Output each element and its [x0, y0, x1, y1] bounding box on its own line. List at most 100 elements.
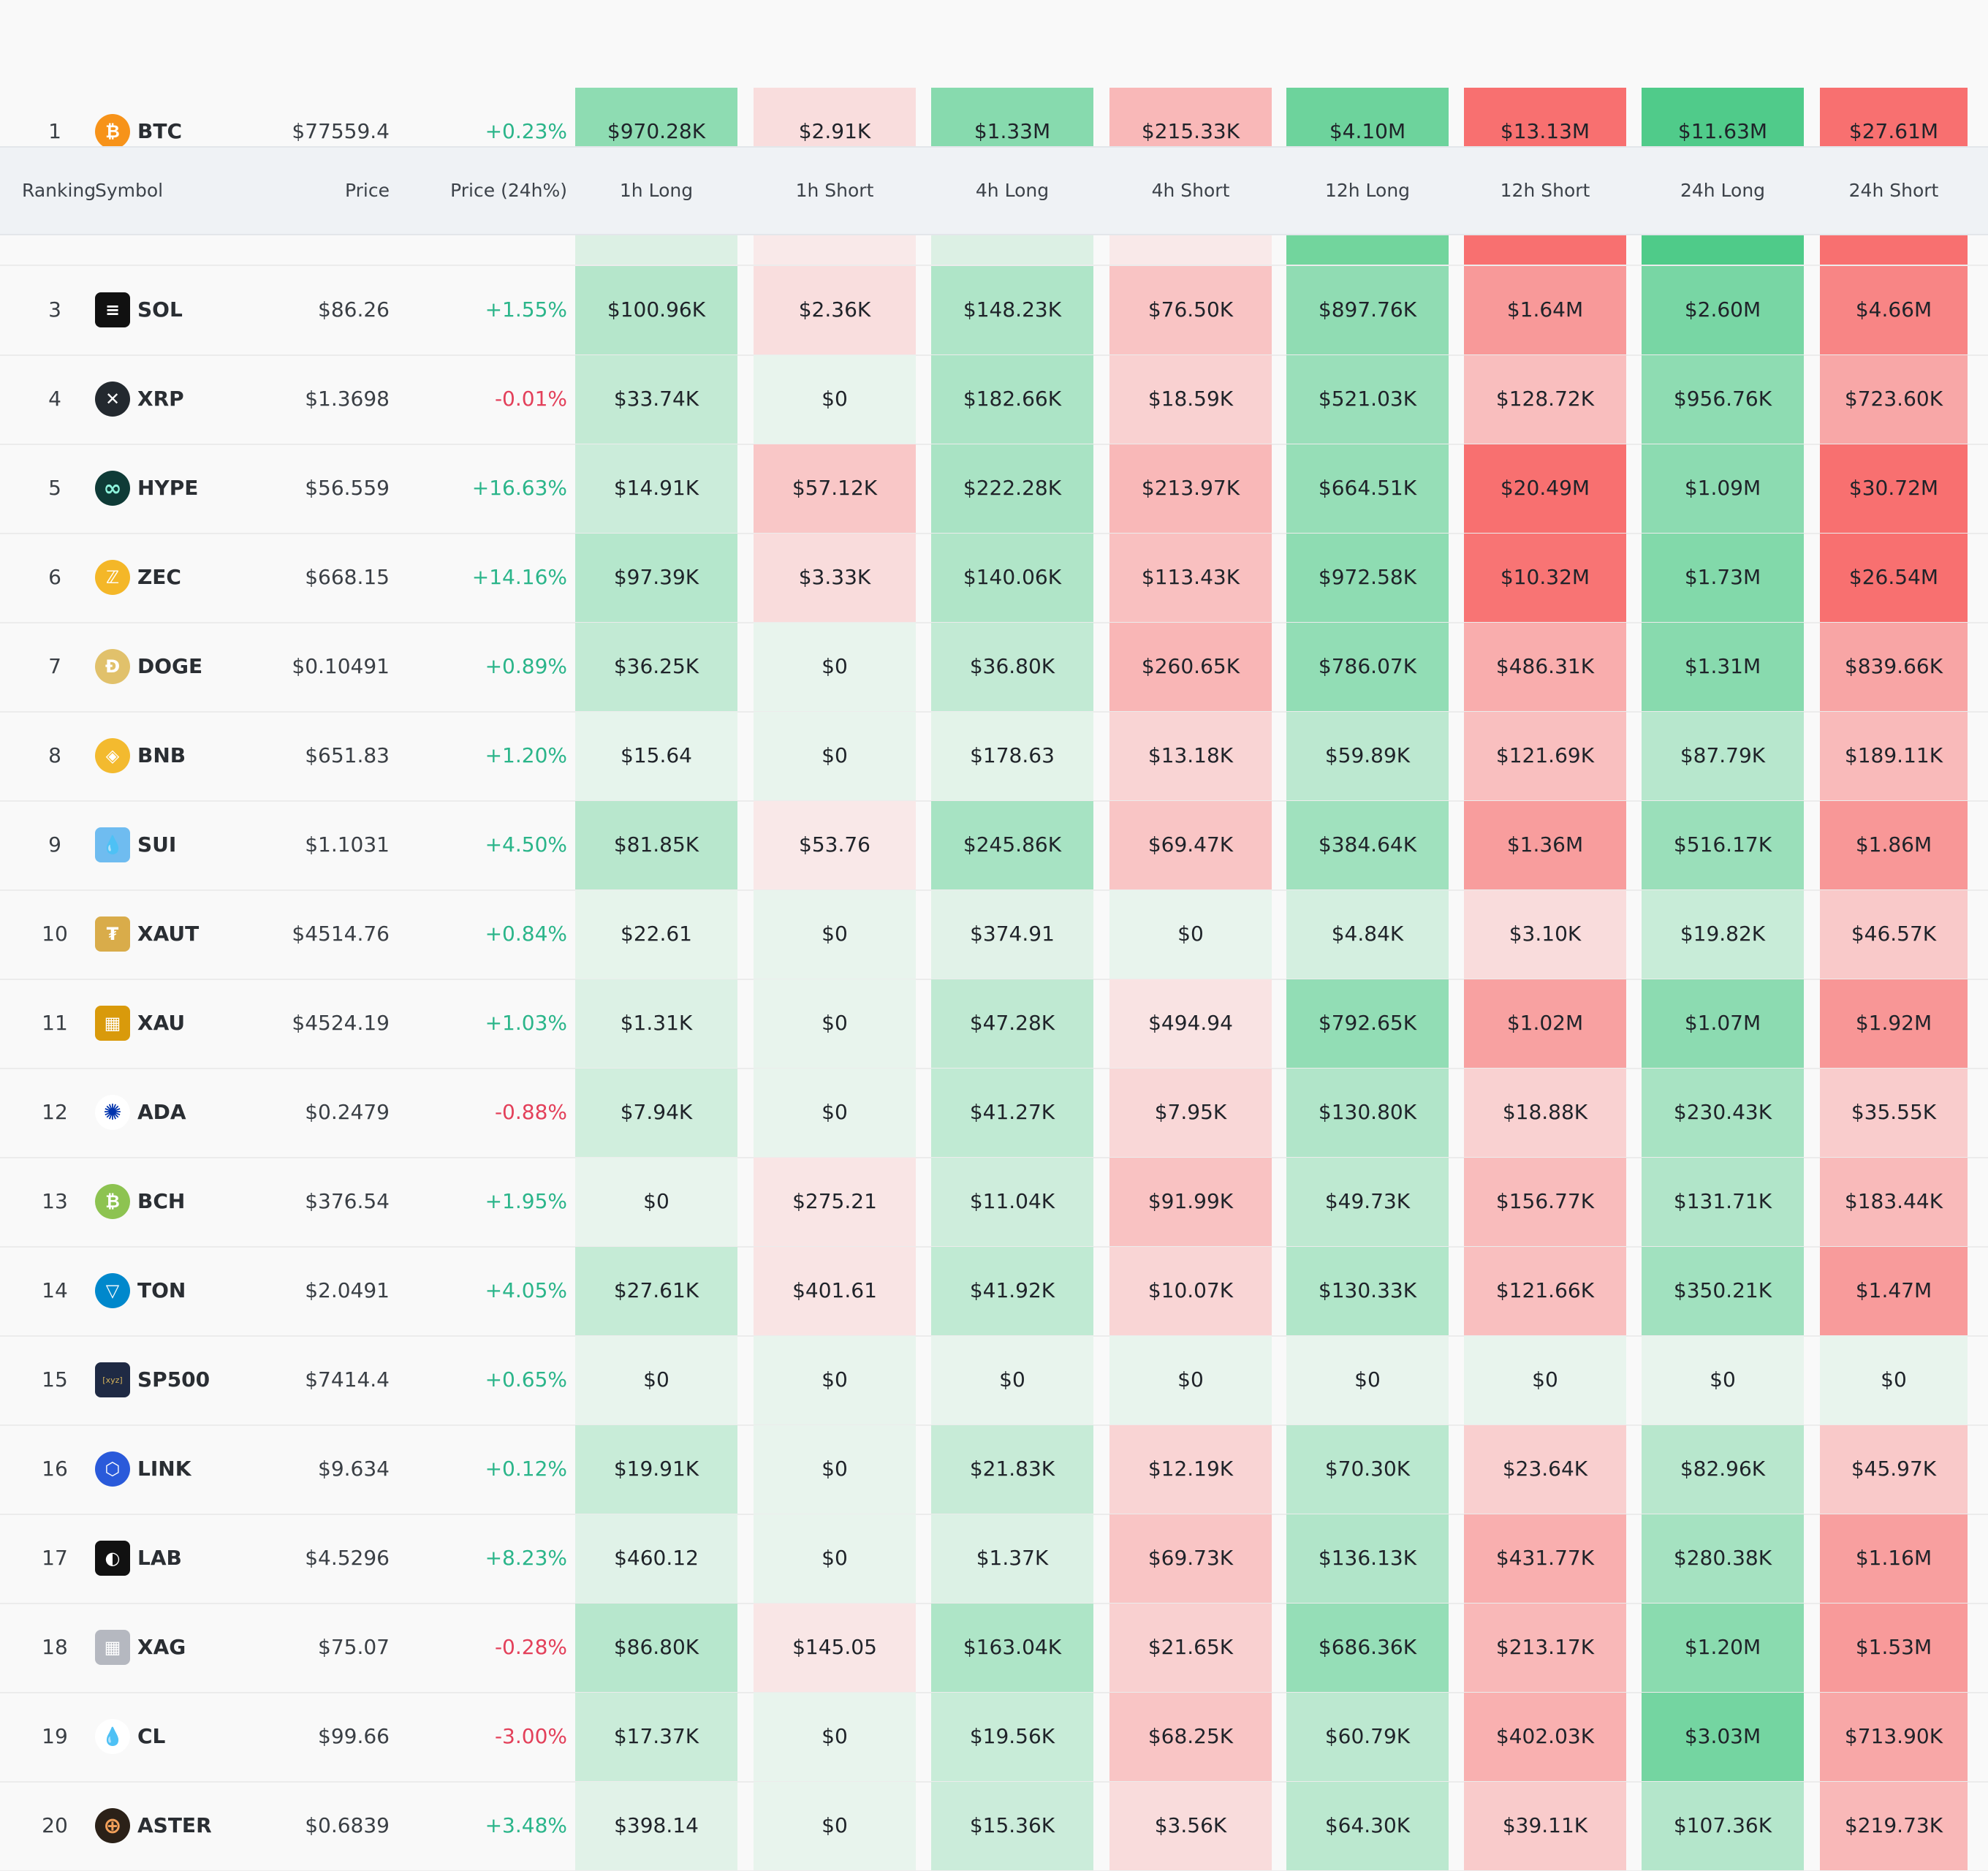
lab-icon: ◐: [95, 1541, 130, 1576]
table-row[interactable]: 6 ℤ ZEC $668.15 +14.16% $97.39K $3.33K $140.06K…: [0, 533, 1988, 622]
value-h4-long: $19.56K: [969, 1724, 1055, 1748]
header-4h-short[interactable]: 4h Short: [1151, 180, 1230, 201]
heat-cell-h4-short: [1109, 444, 1272, 533]
symbol-label: XRP: [137, 387, 184, 411]
rank-cell: 18: [42, 1635, 68, 1659]
heat-cell-h12-short: [1464, 1782, 1626, 1870]
table-row[interactable]: 9 💧 SUI $1.1031 +4.50% $81.85K $53.76 $245.86K $…: [0, 800, 1988, 889]
price-cell: $4524.19: [292, 1011, 390, 1035]
chainlink-icon: ⬡: [95, 1451, 130, 1487]
value-h12-long: $686.36K: [1318, 1635, 1417, 1659]
value-h24-short: $1.92M: [1855, 1011, 1932, 1035]
value-h1-short: $0: [822, 922, 848, 946]
value-h12-long: $384.64K: [1318, 832, 1417, 857]
price-cell: $86.26: [318, 297, 390, 322]
price-cell: $75.07: [318, 1635, 390, 1659]
table-row[interactable]: 4 ✕ XRP $1.3698 -0.01% $33.74K $0 $182.66K $18.5…: [0, 354, 1988, 444]
heat-cell-h12-short: [1464, 88, 1626, 146]
price-cell: $77559.4: [292, 119, 390, 143]
value-h1-long: $14.91K: [613, 476, 699, 500]
heat-cell-h1-long: [575, 266, 737, 354]
table-row[interactable]: 18 ▦ XAG $75.07 -0.28% $86.80K $145.05 $163.04K…: [0, 1603, 1988, 1692]
bitcoin-icon: ₿: [95, 114, 130, 149]
heat-cell-h4-short: [1109, 1158, 1272, 1246]
table-row[interactable]: 8 ◈ BNB $651.83 +1.20% $15.64 $0 $178.63 $13.18K…: [0, 711, 1988, 800]
heat-cell-h12-short: [1464, 801, 1626, 889]
heat-cell-h4-short: [1109, 1069, 1272, 1157]
price-change-cell: +1.55%: [485, 297, 567, 322]
dogecoin-icon: Ð: [95, 649, 130, 684]
rank-cell: 16: [42, 1457, 68, 1481]
heat-cell-h4-short: [1109, 1247, 1272, 1335]
heat-cell-h1-short: [754, 890, 916, 979]
header-price-change[interactable]: Price (24h%): [450, 180, 567, 201]
symbol-label: ASTER: [137, 1813, 212, 1837]
table-row[interactable]: 12 ✺ ADA $0.2479 -0.88% $7.94K $0 $41.27K $7.95K…: [0, 1068, 1988, 1157]
value-h24-long: $2.60M: [1684, 297, 1761, 322]
heat-cell-h24-short: [1820, 355, 1968, 444]
header-24h-short[interactable]: 24h Short: [1848, 180, 1939, 201]
header-1h-short[interactable]: 1h Short: [795, 180, 874, 201]
price-cell: $651.83: [305, 743, 390, 767]
value-h4-long: $163.04K: [963, 1635, 1062, 1659]
header-12h-long[interactable]: 12h Long: [1324, 180, 1411, 201]
heat-cell-h24-short: [1820, 979, 1968, 1068]
heat-cell-h4-short: [1109, 266, 1272, 354]
value-h1-short: $0: [822, 654, 848, 678]
table-row[interactable]: 15 [xyz] SP500 $7414.4 +0.65% $0 $0 $0 $0 $0 $0 $0 $…: [0, 1335, 1988, 1424]
symbol-label: ADA: [137, 1100, 186, 1124]
table-row[interactable]: 5 ∞ HYPE $56.559 +16.63% $14.91K $57.12K $222.2…: [0, 444, 1988, 533]
table-row[interactable]: 3 ≡ SOL $86.26 +1.55% $100.96K $2.36K $148.23K $…: [0, 265, 1988, 354]
value-h12-long: $792.65K: [1318, 1011, 1417, 1035]
value-h12-short: $1.36M: [1506, 832, 1584, 857]
heat-cell-h1-long: [575, 1336, 737, 1424]
rank-cell: 13: [42, 1189, 68, 1213]
heat-cell-h1-long: [575, 1514, 737, 1603]
heat-cell-h1-long: [575, 890, 737, 979]
heat-cell-h4-short: [1109, 1425, 1272, 1514]
value-h1-short: $0: [822, 1724, 848, 1748]
value-h24-long: $19.82K: [1680, 922, 1766, 946]
value-h1-short: $0: [822, 1367, 848, 1392]
header-1h-long[interactable]: 1h Long: [619, 180, 694, 201]
value-h12-long: $64.30K: [1324, 1813, 1411, 1837]
heat-cell-h24-short: [1820, 1247, 1968, 1335]
table-row[interactable]: 7 Ð DOGE $0.10491 +0.89% $36.25K $0 $36.80K $260…: [0, 622, 1988, 711]
heat-cell-h4-short: [1109, 1693, 1272, 1781]
header-12h-short[interactable]: 12h Short: [1500, 180, 1590, 201]
value-h24-long: $1.09M: [1684, 476, 1761, 500]
symbol-label: ZEC: [137, 565, 181, 589]
value-h12-short: $486.31K: [1495, 654, 1595, 678]
heat-cell-h24-long: [1642, 890, 1804, 979]
heat-cell-h12-short: [1464, 712, 1626, 800]
header-4h-long[interactable]: 4h Long: [975, 180, 1050, 201]
heat-cell-h4-short: [1109, 712, 1272, 800]
heat-cell-h12-long: [1286, 534, 1449, 622]
header-symbol[interactable]: Symbol: [95, 180, 164, 201]
heat-cell-h4-short: [1109, 890, 1272, 979]
value-h1-short: $0: [822, 1100, 848, 1124]
header-ranking[interactable]: Ranking: [22, 180, 96, 201]
table-row[interactable]: 14 ▽ TON $2.0491 +4.05% $27.61K $401.61 $41.92K…: [0, 1246, 1988, 1335]
table-row[interactable]: 16 ⬡ LINK $9.634 +0.12% $19.91K $0 $21.83K $12.1…: [0, 1424, 1988, 1514]
heat-cell-h24-long: [1642, 712, 1804, 800]
table-row[interactable]: 19 💧 CL $99.66 -3.00% $17.37K $0 $19.56K $68.25K…: [0, 1692, 1988, 1781]
price-cell: $7414.4: [305, 1367, 390, 1392]
header-24h-long[interactable]: 24h Long: [1680, 180, 1766, 201]
tether-gold-icon: ₮: [95, 916, 130, 952]
table-row[interactable]: 17 ◐ LAB $4.5296 +8.23% $460.12 $0 $1.37K $69.73…: [0, 1514, 1988, 1603]
value-h4-long: $245.86K: [963, 832, 1062, 857]
value-h1-short: $0: [822, 1813, 848, 1837]
heat-cell-h4-long: [931, 266, 1093, 354]
value-h1-short: $2.36K: [798, 297, 871, 322]
sui-icon: 💧: [95, 827, 130, 862]
table-row[interactable]: 10 ₮ XAUT $4514.76 +0.84% $22.61 $0 $374.91 $0 $4…: [0, 889, 1988, 979]
table-row[interactable]: 1 ₿ BTC $77559.4 +0.23% $970.28K $2.91K $1.33M $…: [0, 88, 1988, 149]
value-h4-long: $15.36K: [969, 1813, 1055, 1837]
value-h1-long: $0: [643, 1189, 669, 1213]
table-row[interactable]: 13 ₿ BCH $376.54 +1.95% $0 $275.21 $11.04K $91.9…: [0, 1157, 1988, 1246]
table-row[interactable]: 20 ⊕ ASTER $0.6839 +3.48% $398.14 $0 $15.36K $3.…: [0, 1781, 1988, 1870]
value-h24-short: $219.73K: [1844, 1813, 1943, 1837]
header-price[interactable]: Price: [345, 180, 390, 201]
table-row[interactable]: 11 ▦ XAU $4524.19 +1.03% $1.31K $0 $47.28K $494.…: [0, 979, 1988, 1068]
